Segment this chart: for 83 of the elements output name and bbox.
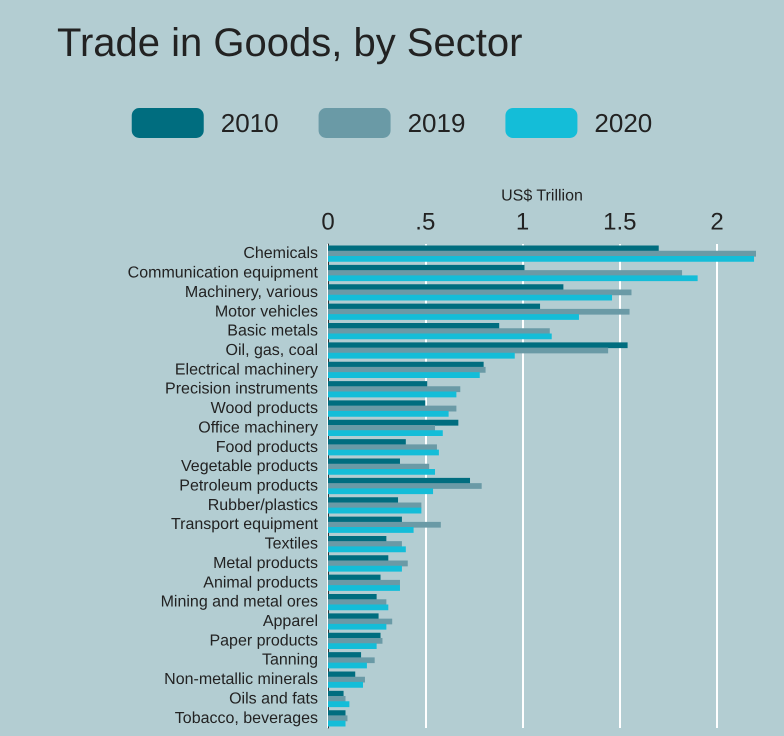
chart-title: Trade in Goods, by Sector [57, 21, 522, 65]
y-tick-label: Food products [216, 438, 318, 456]
bar [328, 314, 579, 320]
y-tick-label: Rubber/plastics [208, 496, 318, 514]
bar [328, 594, 377, 600]
bar [328, 701, 350, 708]
bar [328, 362, 484, 368]
bar [328, 352, 515, 359]
bar [328, 497, 398, 504]
legend-label: 2010 [220, 108, 279, 138]
y-tick-label: Motor vehicles [214, 303, 318, 320]
bar [328, 516, 402, 522]
bar [328, 574, 381, 580]
x-tick-label: .5 [415, 208, 436, 236]
bar [328, 488, 434, 494]
bar [328, 348, 608, 354]
y-tick-label: Non-metallic minerals [164, 671, 318, 688]
bar [328, 632, 381, 639]
bar [328, 333, 552, 340]
legend-label: 2020 [594, 108, 652, 138]
bar [328, 275, 698, 282]
y-tick-label: Apparel [262, 613, 318, 630]
bar [328, 381, 428, 387]
x-axis-title: US$ Trillion [501, 188, 583, 204]
bar [328, 624, 386, 630]
bar [328, 546, 406, 552]
y-tick-label: Tanning [262, 652, 318, 669]
bar [328, 406, 456, 412]
x-tick-label: 1.5 [603, 208, 637, 236]
bar [328, 256, 754, 262]
y-tick-label: Oils and fats [229, 690, 318, 708]
bar [328, 464, 430, 470]
bar [328, 720, 346, 726]
bar [328, 541, 402, 547]
bar [328, 662, 367, 668]
y-tick-label: Textiles [264, 536, 318, 553]
y-tick-label: Petroleum products [179, 478, 318, 494]
y-tick-label: Animal products [203, 574, 318, 592]
y-tick-label: Wood products [210, 400, 318, 418]
bar [328, 604, 388, 610]
y-tick-label: Transport equipment [170, 516, 319, 534]
y-tick-label: Precision instruments [165, 380, 318, 398]
bar [328, 392, 456, 398]
bar [328, 618, 392, 624]
bar [328, 566, 402, 572]
y-tick-label: Basic metals [227, 322, 318, 340]
bar [328, 468, 435, 475]
bar [328, 682, 364, 688]
bar [328, 585, 400, 591]
y-tick-label: Metal products [213, 554, 318, 572]
bar [328, 304, 540, 310]
bar [328, 483, 482, 489]
bar [328, 372, 480, 378]
bar [328, 410, 449, 417]
y-tick-label: Oil, gas, coal [226, 342, 318, 359]
bar [328, 246, 659, 252]
y-tick-label: Paper products [209, 632, 318, 650]
y-tick-label: Chemicals [243, 245, 318, 262]
x-tick-label: 1 [516, 208, 530, 236]
bar [328, 294, 612, 301]
bar [328, 676, 365, 683]
bar [328, 508, 422, 514]
y-tick-label: Communication equipment [128, 264, 319, 282]
bar [328, 643, 377, 650]
bar [328, 560, 408, 566]
bar [328, 527, 414, 533]
y-tick-label: Machinery, various [184, 284, 318, 301]
bar [328, 270, 682, 276]
bar [328, 652, 362, 658]
bar [328, 430, 443, 436]
x-tick-label: 0 [321, 208, 335, 236]
x-tick-label: 2 [710, 208, 724, 236]
y-tick-label: Mining and metal ores [160, 594, 318, 611]
bar [328, 696, 346, 702]
y-tick-label: Vegetable products [181, 458, 318, 476]
bar [328, 328, 550, 334]
bar [328, 439, 406, 445]
y-tick-label: Office machinery [198, 419, 318, 436]
legend-label: 2019 [408, 108, 466, 138]
y-tick-label: Tobacco, beverages [174, 710, 318, 727]
bar [328, 710, 346, 716]
y-tick-label: Electrical machinery [174, 361, 318, 378]
bar [328, 450, 439, 456]
